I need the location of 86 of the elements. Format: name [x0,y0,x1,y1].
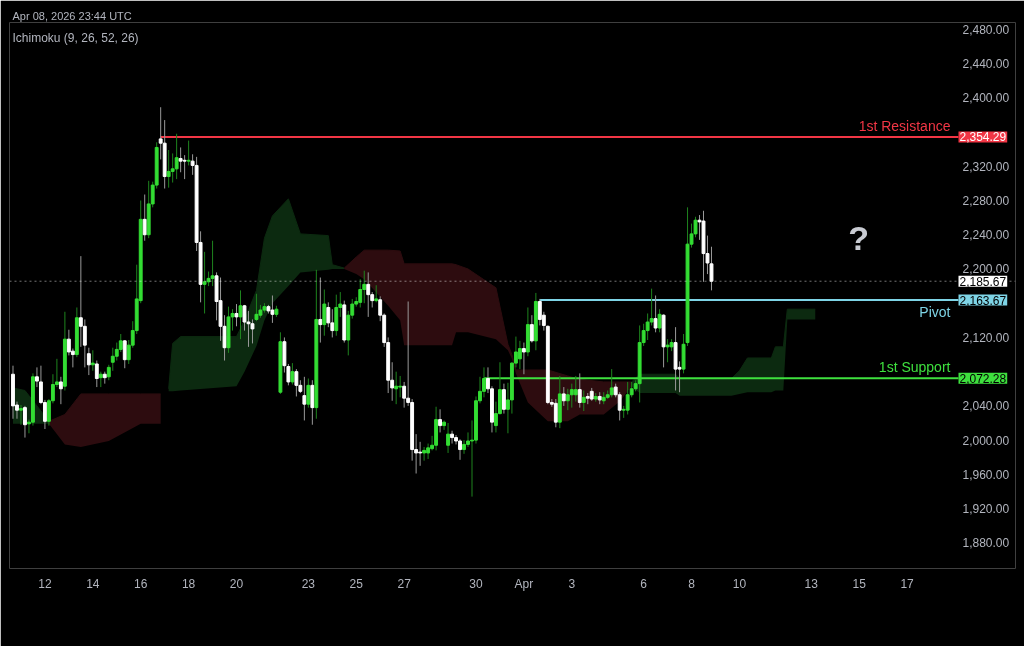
candlestick [398,375,403,398]
x-tick-label: 15 [852,576,867,591]
candlestick [202,251,207,314]
candlestick [306,378,311,409]
candlestick [334,294,339,337]
candlestick [122,339,127,369]
x-tick-label: 16 [134,576,148,591]
y-tick-label: 2,240.00 [962,228,1010,243]
y-tick-label: 1,960.00 [962,467,1010,482]
x-tick-label: 25 [349,576,364,591]
candlestick [82,318,87,368]
y-tick-label: 2,320.00 [962,159,1010,174]
y-tick-label: 1,920.00 [962,502,1010,517]
annotation: ? [848,218,869,257]
series-label: Pivot [919,304,951,321]
series-label: 1st Support [878,359,951,376]
candlestick [238,289,243,340]
x-tick-label: 23 [301,576,316,591]
candlestick [186,140,191,166]
candlestick [394,371,399,405]
candlestick [625,381,630,415]
candlestick [577,372,582,409]
candlestick [450,430,454,445]
candlestick [565,388,570,411]
x-tick-label: 17 [900,576,915,591]
candlestick [326,301,331,328]
candlestick [290,362,295,385]
candlestick [561,386,566,407]
x-tick-label: 30 [469,576,483,591]
candlestick [418,441,423,467]
x-tick-label: 8 [688,576,696,591]
candlestick [502,383,506,415]
candlestick [653,295,658,333]
candlestick [166,149,171,189]
x-tick-label: Apr [514,576,534,591]
candlestick [446,422,450,454]
y-tick-label: 2,040.00 [962,399,1010,414]
x-tick-label: 20 [229,576,244,591]
candlestick [310,379,315,426]
candlestick [458,438,462,461]
x-tick-label: 13 [804,576,819,591]
y-tick-label: 2,440.00 [962,57,1010,72]
candlestick [581,389,586,412]
x-tick-label: 10 [732,576,747,591]
annotation: Ichimoku (9, 26, 52, 26) [12,30,139,45]
chart-title: Apr 08, 2026 23:44 UTC [12,9,132,22]
candlestick [86,347,91,376]
series-label: 1st Resistance [858,117,951,134]
x-tick-label: 27 [397,576,412,591]
data-label: 2,072.28 [959,371,1007,386]
y-tick-label: 2,000.00 [962,433,1010,448]
candlestick [142,194,147,242]
candlestick [438,408,443,433]
x-tick-label: 12 [38,576,52,591]
candlestick [318,277,323,344]
candlestick [517,340,522,370]
y-tick-label: 1,880.00 [962,536,1010,551]
candlestick [358,278,363,308]
ref-line-label: 2,185.67 [959,274,1007,289]
y-tick-label: 2,280.00 [962,194,1010,209]
candlestick [665,338,670,363]
candlestick [234,303,239,327]
candlestick [362,270,367,304]
candlestick [19,404,23,426]
y-tick-label: 2,200.00 [962,262,1010,277]
data-label: 2,354.29 [959,130,1007,145]
candlestick [90,349,95,372]
y-tick-label: 2,480.00 [962,22,1010,37]
candlestick [302,376,307,421]
x-tick-label: 18 [181,576,196,591]
candlestick [569,383,574,409]
candlestick [422,446,427,462]
x-tick-label: 14 [86,576,100,591]
candlestick [521,342,526,375]
x-tick-label: 6 [640,576,648,591]
candlestick [174,133,179,180]
y-tick-label: 2,120.00 [962,330,1010,345]
candlestick [58,376,63,405]
candlestick [23,405,27,439]
x-tick-label: 3 [568,576,576,591]
data-label: 2,163.67 [959,293,1007,308]
candlestick [182,154,187,180]
candlestick [529,314,534,344]
candlestick [657,308,662,333]
y-tick-label: 2,400.00 [962,91,1010,106]
candlestick [94,360,99,388]
